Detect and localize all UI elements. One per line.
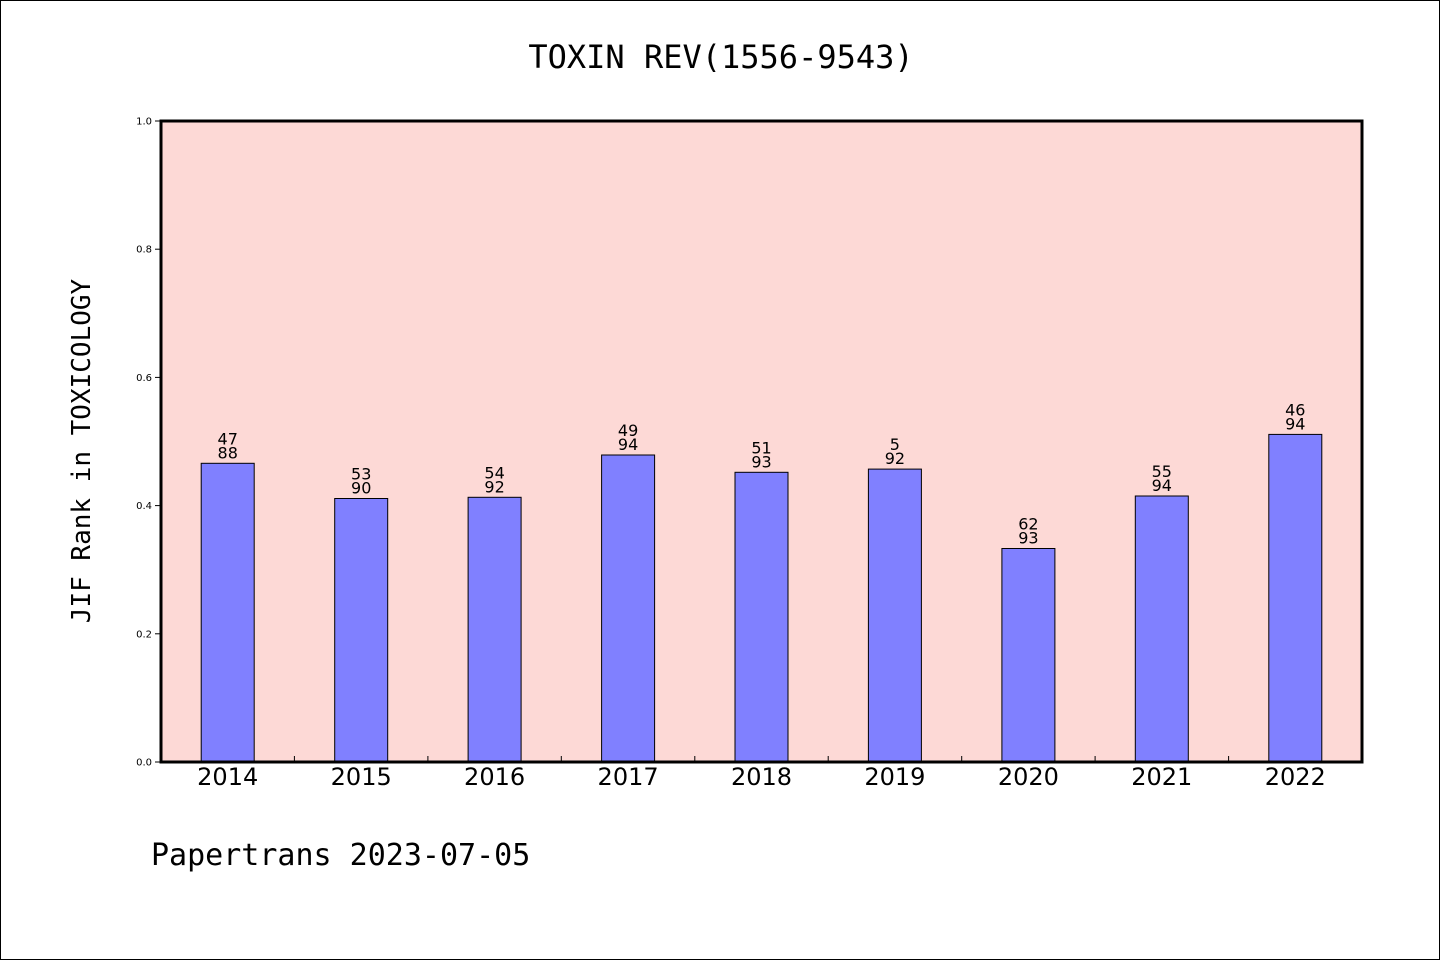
x-tick-label-2021: 2021 — [1131, 763, 1192, 791]
y-tick-label-0.6: 0.6 — [136, 373, 152, 384]
x-tick-label-2019: 2019 — [864, 763, 925, 791]
bar-label-2019-rank: 5 — [890, 435, 900, 454]
bars-group — [200, 433, 1323, 763]
bar-label-2015-rank: 53 — [351, 465, 371, 484]
bar-label-2022-rank: 46 — [1285, 400, 1305, 419]
bar-label-2018-total: 93 — [751, 452, 771, 471]
bar-label-2016-total: 92 — [484, 477, 504, 496]
y-tick-label-0.0: 0.0 — [136, 758, 152, 769]
footer-watermark: Papertrans 2023-07-05 — [151, 838, 530, 873]
bar-2018 — [734, 471, 789, 763]
bar-2020 — [1001, 548, 1056, 763]
bar-label-2018-rank: 51 — [751, 438, 771, 457]
x-tick-label-2016: 2016 — [464, 763, 525, 791]
y-tick-label-0.2: 0.2 — [136, 629, 152, 640]
x-tick-label-2017: 2017 — [598, 763, 659, 791]
bar-label-2015-total: 90 — [351, 479, 371, 498]
x-tick-label-2020: 2020 — [998, 763, 1059, 791]
bar-label-2016-rank: 54 — [484, 463, 504, 482]
bar-label-2020-rank: 62 — [1018, 515, 1038, 534]
x-tick-label-2018: 2018 — [731, 763, 792, 791]
bar-2019 — [867, 468, 922, 763]
bar-label-2017-total: 94 — [618, 435, 638, 454]
x-tick-label-2014: 2014 — [197, 763, 258, 791]
bar-label-2017-rank: 49 — [618, 421, 638, 440]
chart-title: TOXIN REV(1556-9543) — [528, 38, 913, 76]
y-tick-label-0.8: 0.8 — [136, 245, 152, 256]
bar-2016 — [467, 496, 522, 763]
bar-label-2019-total: 92 — [885, 449, 905, 468]
y-axis: 0.0 0.2 0.4 0.6 0.8 1.0 — [136, 117, 161, 769]
y-axis-label: JIF Rank in TOXICOLOGY — [67, 278, 97, 623]
bar-2017 — [601, 454, 656, 763]
bar-label-2014-total: 88 — [218, 443, 238, 462]
x-tick-label-2015: 2015 — [331, 763, 392, 791]
y-tick-label-0.4: 0.4 — [136, 501, 152, 512]
bar-label-2022-total: 94 — [1285, 414, 1305, 433]
x-axis: 2014 2015 2016 2017 2018 2019 2020 2021 2022 — [197, 756, 1326, 791]
plot-border — [159, 119, 1364, 764]
bar-2022 — [1268, 433, 1323, 763]
bar-label-2021-rank: 55 — [1152, 462, 1172, 481]
bar-2015 — [334, 498, 389, 763]
x-tick-label-2022: 2022 — [1265, 763, 1326, 791]
bar-label-2014-rank: 47 — [218, 429, 238, 448]
bar-2021 — [1134, 495, 1189, 763]
y-tick-label-1.0: 1.0 — [136, 117, 152, 128]
bar-label-2020-total: 93 — [1018, 529, 1038, 548]
bar-label-2021-total: 94 — [1152, 476, 1172, 495]
bar-2014 — [200, 462, 255, 763]
